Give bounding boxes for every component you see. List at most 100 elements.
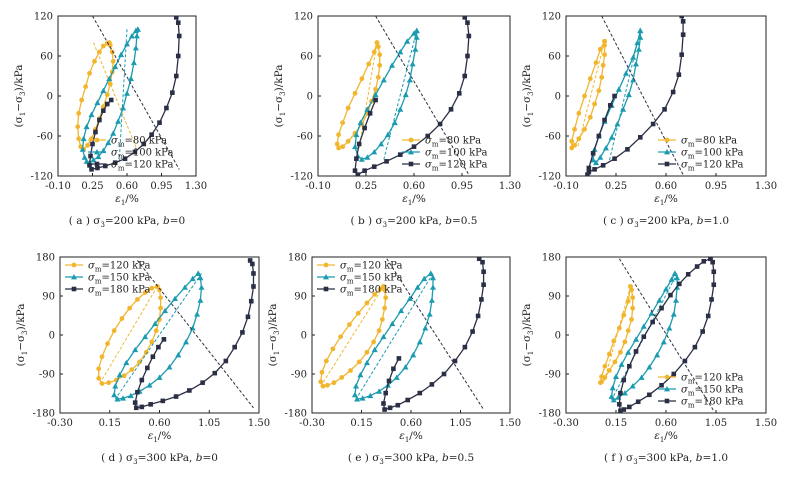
series-2-point xyxy=(670,311,677,317)
series-1-point xyxy=(629,317,634,322)
series-3-point xyxy=(176,33,182,39)
series-2-point xyxy=(633,61,639,67)
series-3-point xyxy=(386,378,392,384)
series-3-point xyxy=(465,53,470,59)
series-2-point xyxy=(621,390,628,396)
y-tick-label: -90 xyxy=(291,370,307,381)
legend-entry: σm=100 kPa xyxy=(425,148,487,161)
series-1-point xyxy=(331,380,337,386)
legend-entry: σm=150 kPa xyxy=(88,273,150,286)
series-1-point xyxy=(611,338,617,344)
series-1-point xyxy=(157,287,162,293)
y-axis-label: (σ1−σ3)/kPa xyxy=(521,64,535,127)
series-2-point xyxy=(120,105,127,111)
x-tick-label: 0.60 xyxy=(655,418,677,429)
panel-caption: ( d ) σ3=300 kPa, b=0 xyxy=(101,452,218,466)
x-tick-label: -0.10 xyxy=(553,181,579,192)
series-2-point xyxy=(132,45,139,51)
series-2-point xyxy=(410,351,417,358)
legend-entry: σm=180 kPa xyxy=(88,285,150,298)
series-2-point xyxy=(371,149,378,155)
series-3-point xyxy=(103,163,108,169)
y-tick-label: 0 xyxy=(307,92,313,103)
legend-entry: σm=180 kPa xyxy=(681,397,743,410)
series-2-point xyxy=(183,338,190,345)
series-2-point xyxy=(404,38,411,44)
series-3-point xyxy=(659,305,664,311)
series-3-point xyxy=(173,394,179,399)
series-1-point xyxy=(630,305,636,311)
series-2-point xyxy=(402,364,409,370)
legend-entry: σm=120 kPa xyxy=(340,261,402,274)
legend-entry: σm=120 kPa xyxy=(681,373,743,386)
series-3-point xyxy=(232,344,237,350)
y-tick-label: -60 xyxy=(37,132,53,143)
series-3-point xyxy=(633,349,639,354)
series-3-point xyxy=(679,52,685,57)
series-2-point xyxy=(116,371,123,378)
series-2-point xyxy=(409,61,416,67)
series-1-point xyxy=(345,138,351,144)
series-1-point xyxy=(602,38,607,44)
series-3-point xyxy=(354,156,359,161)
series-1-point xyxy=(153,328,159,334)
series-1-point xyxy=(92,58,97,64)
series-3-point xyxy=(670,89,676,95)
series-2-point xyxy=(397,49,404,55)
y-tick-label: 60 xyxy=(40,52,53,63)
series-2-point xyxy=(111,391,118,398)
x-tick-label: -0.30 xyxy=(47,418,73,429)
x-tick-label: 0.60 xyxy=(148,418,170,429)
x-tick-label: 0.15 xyxy=(605,418,627,429)
series-3 xyxy=(381,257,486,412)
series-2-reference-line xyxy=(114,273,202,400)
series-3-point xyxy=(602,117,607,123)
series-1-point xyxy=(110,58,116,64)
y-tick-label: -60 xyxy=(545,132,561,143)
series-1 xyxy=(334,40,383,151)
series-3-point xyxy=(647,392,652,398)
series-1-point xyxy=(600,62,606,68)
x-tick-label: 0.60 xyxy=(400,418,422,429)
legend-swatch-marker xyxy=(664,137,670,143)
y-tick-label: 0 xyxy=(555,92,561,103)
series-3-point xyxy=(586,165,592,171)
series-2-point xyxy=(357,371,364,378)
series-1-point xyxy=(100,43,106,49)
x-axis-label: ε1/% xyxy=(654,430,678,444)
series-2-point xyxy=(367,392,374,399)
legend-swatch-marker xyxy=(94,137,100,143)
series-1-point xyxy=(142,290,148,295)
series-2-point xyxy=(376,388,383,394)
series-3-point xyxy=(694,264,700,269)
series-3-point xyxy=(381,401,386,406)
y-tick-label: 90 xyxy=(42,292,55,303)
series-2-point xyxy=(127,392,134,399)
series-3-point xyxy=(87,163,92,168)
series-3-point xyxy=(97,117,102,123)
series-3-reference-line xyxy=(375,16,470,175)
series-3-point xyxy=(187,388,192,393)
series-2-point xyxy=(106,75,113,82)
x-tick-label: 1.30 xyxy=(185,181,207,192)
series-2-point xyxy=(162,307,169,314)
series-1-point xyxy=(319,369,325,375)
series-2-point xyxy=(668,276,675,282)
series-2-point xyxy=(618,361,625,367)
series-3-point xyxy=(104,101,110,107)
legend-swatch-marker xyxy=(408,137,414,143)
series-1-point xyxy=(107,81,113,87)
series-3-point xyxy=(245,314,251,320)
series-3-point xyxy=(396,356,402,361)
series-3-point xyxy=(618,408,623,413)
series-3-point xyxy=(247,258,253,263)
series-2-point xyxy=(380,77,387,83)
panel-caption: ( a ) σ3=200 kPa, b=0 xyxy=(69,215,185,229)
legend-entry: σm=80 kPa xyxy=(425,136,481,149)
series-1-point xyxy=(111,328,117,334)
legend-swatch-marker xyxy=(71,274,77,280)
series-3-point xyxy=(650,319,655,325)
series-3-point xyxy=(161,337,167,342)
series-2-point xyxy=(359,395,366,401)
series-2-point xyxy=(648,310,655,316)
